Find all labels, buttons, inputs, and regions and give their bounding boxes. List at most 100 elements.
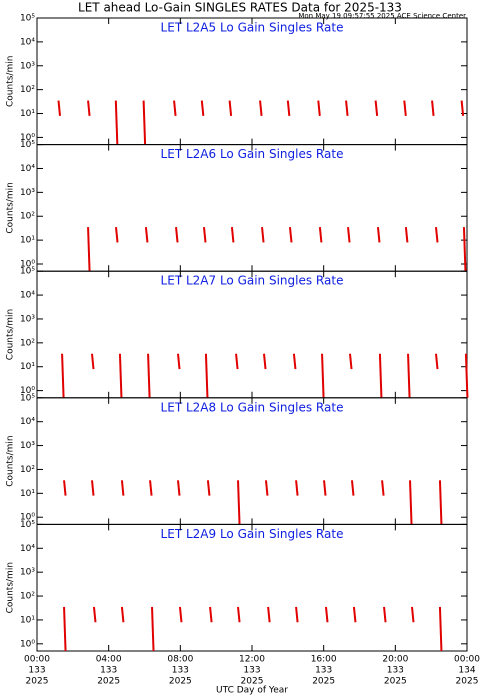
rate-burst bbox=[407, 353, 411, 398]
y-tick-label: 10¹ bbox=[20, 236, 35, 246]
rate-burst bbox=[404, 227, 409, 243]
plot-frame bbox=[36, 523, 468, 652]
rate-burst bbox=[177, 480, 181, 496]
y-tick-label: 10³ bbox=[20, 314, 35, 324]
rate-burst bbox=[92, 606, 97, 623]
rate-burst bbox=[63, 606, 67, 652]
rate-burst bbox=[347, 227, 351, 243]
y-tick-label: 10⁵ bbox=[20, 140, 35, 150]
y-tick-label: 10⁰ bbox=[20, 513, 35, 523]
rate-burst bbox=[114, 100, 119, 145]
rate-burst bbox=[325, 606, 329, 623]
y-tick-label: 10⁵ bbox=[20, 267, 35, 277]
x-tick-year: 2025 bbox=[456, 677, 479, 687]
rate-burst bbox=[204, 353, 209, 398]
rate-burst bbox=[120, 606, 125, 623]
y-axis-label: Counts/min bbox=[6, 562, 16, 613]
rate-burst bbox=[61, 353, 65, 398]
rate-burst bbox=[374, 100, 379, 116]
x-tick-year: 2025 bbox=[97, 677, 120, 687]
y-tick-label: 10¹ bbox=[20, 615, 35, 625]
panel-title: LET L2A9 Lo Gain Singles Rate bbox=[161, 527, 344, 541]
rate-burst bbox=[288, 227, 293, 243]
rate-burst bbox=[206, 480, 211, 496]
rate-burst bbox=[202, 227, 207, 243]
plot-frame bbox=[36, 270, 468, 399]
y-tick-label: 10⁰ bbox=[20, 260, 35, 270]
panel-title: LET L2A8 Lo Gain Singles Rate bbox=[161, 400, 344, 414]
rate-burst bbox=[381, 480, 385, 496]
y-tick-label: 10¹ bbox=[20, 362, 35, 372]
rate-burst bbox=[178, 606, 183, 623]
y-tick-label: 10⁴ bbox=[20, 291, 35, 301]
x-tick-label: 04:00 bbox=[96, 655, 122, 665]
y-tick-label: 10⁵ bbox=[20, 14, 35, 24]
rate-burst bbox=[435, 227, 439, 243]
rate-burst bbox=[91, 480, 95, 496]
y-tick-label: 10² bbox=[20, 338, 35, 348]
rate-burst bbox=[120, 480, 125, 496]
rate-burst bbox=[263, 353, 267, 370]
rate-burst bbox=[321, 353, 325, 398]
rate-burst bbox=[261, 227, 265, 243]
rate-burst bbox=[177, 353, 181, 370]
rate-burst bbox=[63, 480, 67, 496]
rate-burst bbox=[151, 606, 155, 652]
plot-frame bbox=[36, 397, 468, 525]
y-tick-label: 10⁴ bbox=[20, 164, 35, 174]
panel-title: LET L2A6 Lo Gain Singles Rate bbox=[161, 147, 344, 161]
rate-burst bbox=[142, 100, 147, 145]
y-tick-label: 10⁴ bbox=[20, 37, 35, 47]
rate-burst bbox=[118, 353, 123, 398]
panel-title: LET L2A5 Lo Gain Singles Rate bbox=[161, 21, 344, 35]
x-tick-day: 133 bbox=[172, 666, 189, 676]
y-tick-label: 10⁴ bbox=[20, 544, 35, 554]
rate-burst bbox=[376, 227, 381, 243]
y-tick-label: 10³ bbox=[20, 441, 35, 451]
x-tick-day: 133 bbox=[100, 666, 117, 676]
rate-burst bbox=[464, 353, 469, 398]
x-tick-day: 133 bbox=[243, 666, 260, 676]
y-tick-label: 10¹ bbox=[20, 109, 35, 119]
y-tick-label: 10⁰ bbox=[20, 386, 35, 396]
x-tick-year: 2025 bbox=[384, 677, 407, 687]
rate-burst bbox=[237, 480, 241, 525]
y-axis-label: Counts/min bbox=[6, 56, 16, 107]
rate-burst bbox=[295, 480, 299, 496]
rate-burst bbox=[91, 353, 95, 370]
x-tick-day: 134 bbox=[458, 666, 475, 676]
rate-burst bbox=[350, 480, 355, 496]
rate-burst bbox=[175, 227, 179, 243]
x-tick-year: 2025 bbox=[241, 677, 264, 687]
y-tick-label: 10¹ bbox=[20, 489, 35, 499]
rate-burst bbox=[235, 353, 239, 370]
y-axis-label: Counts/min bbox=[6, 309, 16, 360]
x-tick-label: 00:00 bbox=[24, 655, 50, 665]
y-axis-label: Counts/min bbox=[6, 435, 16, 486]
y-tick-label: 10⁰ bbox=[20, 639, 35, 649]
x-tick-label: 16:00 bbox=[311, 655, 337, 665]
y-tick-label: 10⁰ bbox=[20, 133, 35, 143]
x-tick-day: 133 bbox=[387, 666, 404, 676]
x-tick-label: 12:00 bbox=[239, 655, 265, 665]
x-tick-label: 00:00 bbox=[454, 655, 480, 665]
rate-burst bbox=[149, 480, 153, 496]
rate-burst bbox=[230, 227, 235, 243]
x-tick-day: 133 bbox=[28, 666, 45, 676]
y-tick-label: 10⁵ bbox=[20, 393, 35, 403]
rate-burst bbox=[323, 480, 327, 496]
rate-burst bbox=[228, 100, 233, 116]
rate-burst bbox=[264, 480, 269, 496]
rate-burst bbox=[438, 606, 443, 652]
rate-burst bbox=[403, 100, 407, 116]
x-tick-label: 08:00 bbox=[167, 655, 193, 665]
rate-burst bbox=[349, 353, 353, 370]
x-tick-year: 2025 bbox=[169, 677, 192, 687]
x-tick-year: 2025 bbox=[312, 677, 335, 687]
rate-burst bbox=[411, 606, 415, 623]
rate-burst bbox=[409, 480, 413, 525]
y-tick-label: 10² bbox=[20, 212, 35, 222]
x-axis-label: UTC Day of Year bbox=[216, 686, 288, 696]
rate-burst bbox=[318, 227, 323, 243]
